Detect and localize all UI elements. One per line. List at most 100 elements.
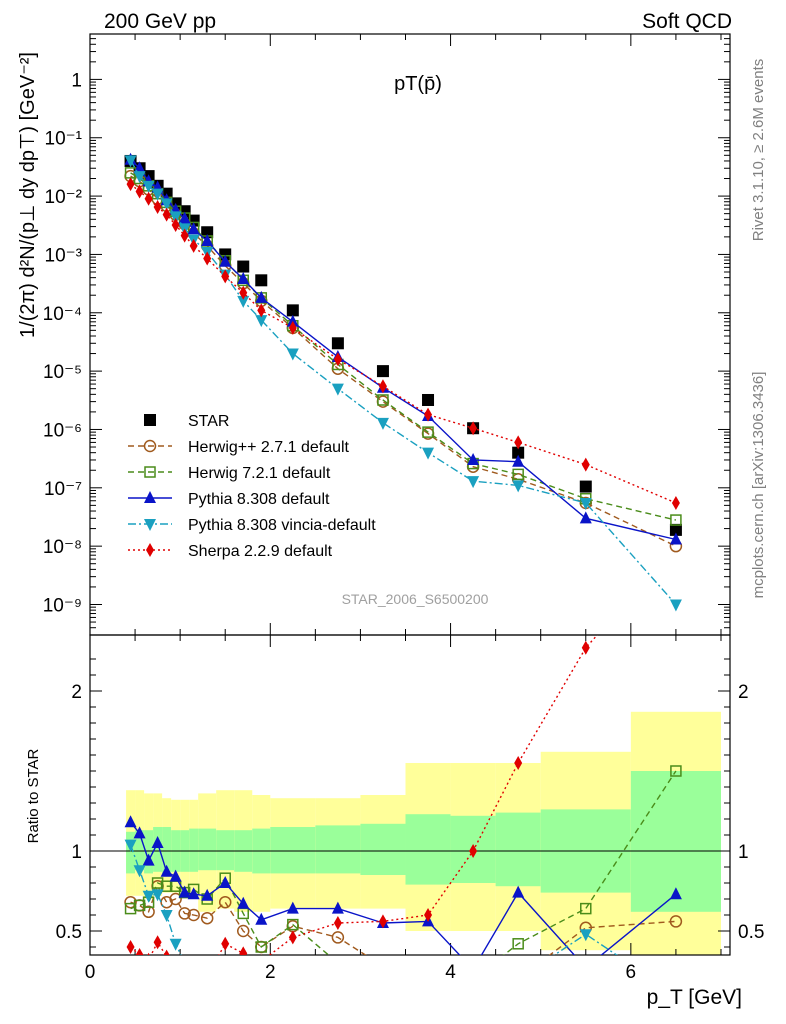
ratio-point-pythia-8-308-vincia-default <box>377 974 389 986</box>
point-pythia-8-308-vincia-default <box>669 599 682 612</box>
ratio-y-tick-label: 2 <box>71 682 82 703</box>
band-inner <box>216 830 235 871</box>
point-sherpa-2-2-9-default <box>671 495 680 510</box>
legend-marker <box>146 543 154 557</box>
ratio-point-pythia-8-308-vincia-default <box>579 929 592 942</box>
legend-label: Sherpa 2.2.9 default <box>188 543 333 560</box>
point-sherpa-2-2-9-default <box>162 207 171 222</box>
ratio-uncertainty-bands <box>126 711 721 955</box>
band-inner <box>315 825 361 874</box>
ratio-point-pythia-8-308-default <box>169 869 182 882</box>
ratio-point-sherpa-2-2-9-default <box>163 949 170 955</box>
ratio-point-herwig-7-2-1-default <box>670 765 682 777</box>
ratio-point-pythia-8-308-default <box>331 901 344 914</box>
y-axis-label-main: 1/(2π) d²N/(p⊥ dy dp⊤) [GeV⁻²] <box>17 52 39 338</box>
point-sherpa-2-2-9-default <box>424 407 433 422</box>
point-pythia-8-308-default <box>187 222 200 235</box>
ratio-point-sherpa-2-2-9-default <box>181 967 189 981</box>
ratio-panel-series <box>124 635 683 986</box>
ratio-point-herwig-2-7-1-default <box>331 931 345 944</box>
point-sherpa-2-2-9-default <box>153 200 162 215</box>
point-star <box>255 274 268 287</box>
ratio-point-sherpa-2-2-9-default <box>514 756 523 770</box>
ratio-point-pythia-8-308-vincia-default <box>287 974 299 986</box>
point-sherpa-2-2-9-default <box>514 435 523 450</box>
y-tick-label: 10⁻⁵ <box>43 362 82 383</box>
header-left-label: 200 GeV pp <box>104 10 216 33</box>
y-tick-label: 10⁻⁷ <box>44 479 82 500</box>
point-sherpa-2-2-9-default <box>257 303 266 318</box>
point-pythia-8-308-vincia-default <box>376 417 389 430</box>
point-star <box>331 337 344 350</box>
ratio-point-pythia-8-308-vincia-default <box>179 958 191 970</box>
ratio-point-herwig-2-7-1-default <box>669 915 683 928</box>
ratio-point-herwig-7-2-1-default <box>287 918 299 931</box>
ratio-point-herwig-2-7-1-default <box>423 962 434 973</box>
ratio-point-pythia-8-308-default <box>512 885 525 898</box>
point-star <box>422 393 435 406</box>
band-inner <box>153 827 163 872</box>
ratio-point-herwig-7-2-1-default <box>333 958 343 968</box>
y-tick-label: 10⁻⁹ <box>43 595 82 616</box>
point-pythia-8-308-default <box>467 452 480 465</box>
point-pythia-8-308-vincia-default <box>579 497 592 510</box>
ratio-point-herwig-7-2-1-default <box>151 877 164 889</box>
ratio-point-herwig-2-7-1-default <box>377 961 388 972</box>
y-tick-label: 10⁻³ <box>45 245 83 266</box>
point-pythia-8-308-vincia-default <box>467 476 480 489</box>
ratio-point-pythia-8-308-default <box>201 888 214 901</box>
band-inner <box>495 812 541 887</box>
ratio-point-pythia-8-308-vincia-default <box>133 865 146 878</box>
ratio-point-herwig-7-2-1-default <box>468 974 478 984</box>
ratio-y-tick-label-right: 2 <box>738 682 749 703</box>
point-sherpa-2-2-9-default <box>171 217 180 232</box>
legend-label: Pythia 8.308 default <box>188 491 330 508</box>
point-pythia-8-308-vincia-default <box>512 480 525 493</box>
ratio-point-pythia-8-308-default <box>160 864 173 877</box>
ratio-point-pythia-8-308-vincia-default <box>332 974 344 986</box>
series-line-herwig-2-7-1-default <box>130 175 677 547</box>
ratio-point-pythia-8-308-default <box>178 885 191 898</box>
x-axis-label: p_T [GeV] <box>647 986 742 1009</box>
ratio-point-herwig-2-7-1-default <box>200 911 214 925</box>
ratio-panel-frame <box>89 634 731 956</box>
point-herwig-7-2-1-default <box>377 394 389 406</box>
point-sherpa-2-2-9-default <box>180 228 189 243</box>
point-sherpa-2-2-9-default <box>203 251 212 266</box>
series-line-pythia-8-308-vincia-default <box>129 159 677 605</box>
ratio-point-sherpa-2-2-9-default <box>469 844 478 858</box>
legend-label: STAR <box>188 413 229 430</box>
point-pythia-8-308-vincia-default <box>422 447 435 460</box>
series-line-pythia-8-308-default <box>130 159 677 541</box>
point-star <box>512 446 525 459</box>
ratio-point-herwig-2-7-1-default <box>513 974 524 985</box>
x-tick-label: 6 <box>626 962 637 983</box>
point-pythia-8-308-vincia-default <box>331 383 344 396</box>
ratio-point-pythia-8-308-default <box>580 961 592 973</box>
point-pythia-8-308-vincia-default <box>286 348 299 361</box>
y-tick-label: 10⁻² <box>45 187 83 208</box>
ratio-point-herwig-7-2-1-default <box>512 938 524 950</box>
ratio-y-tick-label: 1 <box>71 842 82 863</box>
point-star <box>237 260 250 273</box>
point-sherpa-2-2-9-default <box>144 191 153 206</box>
ratio-point-sherpa-2-2-9-default <box>147 952 150 955</box>
ratio-point-herwig-2-7-1-default <box>169 892 182 906</box>
ratio-point-pythia-8-308-default <box>237 896 250 909</box>
point-pythia-8-308-vincia-default <box>151 188 164 201</box>
band-inner <box>162 827 172 874</box>
point-sherpa-2-2-9-default <box>126 177 135 192</box>
point-pythia-8-308-vincia-default <box>255 315 268 328</box>
ratio-point-sherpa-2-2-9-default <box>172 962 180 976</box>
ratio-point-herwig-2-7-1-default <box>236 924 250 938</box>
ratio-point-sherpa-2-2-9-default <box>153 935 162 950</box>
ratio-point-herwig-7-2-1-default <box>160 880 173 892</box>
side-top-label: Rivet 3.1.10, ≥ 2.6M events <box>750 59 767 242</box>
observable-label: pT(p̄) <box>394 73 442 95</box>
ratio-point-herwig-2-7-1-default <box>187 908 200 922</box>
ratio-point-herwig-7-2-1-default <box>580 902 592 915</box>
ratio-point-pythia-8-308-vincia-default <box>142 890 155 903</box>
point-pythia-8-308-vincia-default <box>169 211 182 224</box>
ratio-point-herwig-7-2-1-default <box>124 902 137 915</box>
